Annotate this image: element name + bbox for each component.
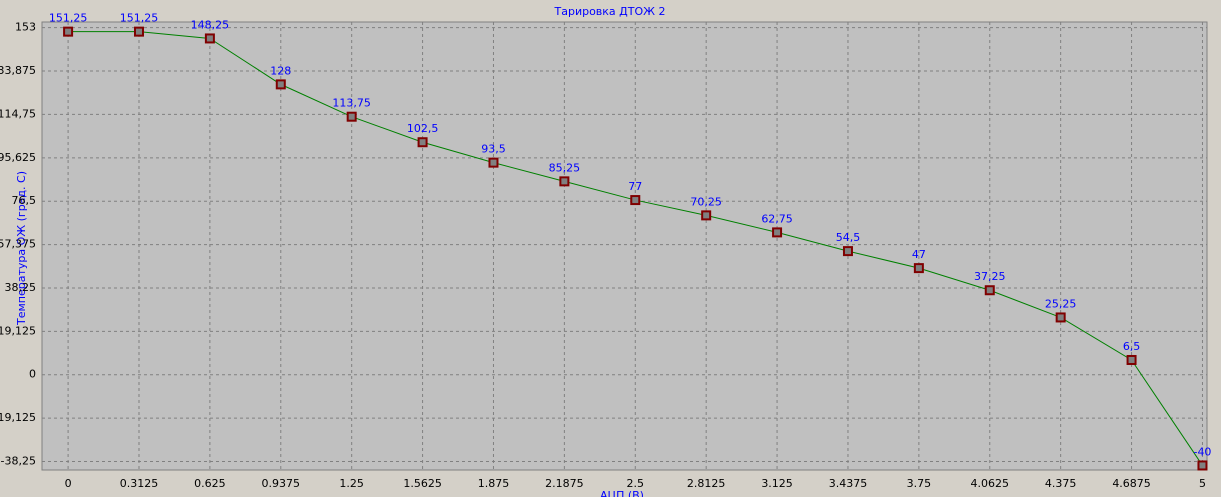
data-label: 85,25	[549, 161, 581, 174]
y-tick-label: -38,25	[1, 454, 36, 467]
data-point	[133, 26, 144, 37]
x-tick-label: 5	[1199, 477, 1206, 490]
data-point	[63, 26, 74, 37]
x-tick-label: 1.5625	[403, 477, 442, 490]
y-tick-label: 38,25	[5, 281, 37, 294]
data-label: 102,5	[407, 122, 439, 135]
data-label: 47	[912, 248, 926, 261]
x-tick-label: 0.625	[194, 477, 226, 490]
data-label: 148,25	[191, 18, 230, 31]
data-point	[488, 157, 499, 168]
data-label: 151,25	[49, 12, 88, 25]
x-tick-label: 2.8125	[687, 477, 726, 490]
x-tick-label: 3.125	[761, 477, 793, 490]
data-point	[701, 210, 712, 221]
data-label: -40	[1193, 445, 1211, 458]
y-tick-label: -19,125	[0, 411, 36, 424]
x-tick-label: 0.9375	[262, 477, 301, 490]
y-tick-label: 114,75	[0, 107, 36, 120]
y-tick-label: 133,875	[0, 64, 36, 77]
x-tick-label: 4.375	[1045, 477, 1077, 490]
x-tick-label: 2.5	[627, 477, 645, 490]
data-point	[1055, 312, 1066, 323]
data-point	[346, 111, 357, 122]
data-point	[1126, 354, 1137, 365]
plot-area	[41, 21, 1208, 471]
x-tick-label: 3.4375	[829, 477, 868, 490]
data-point	[1197, 460, 1208, 471]
chart-title: Тарировка ДТОЖ 2	[554, 5, 666, 18]
data-point	[842, 246, 853, 257]
data-label: 151,25	[120, 12, 159, 25]
y-tick-label: 0	[29, 368, 36, 381]
data-point	[630, 195, 641, 206]
data-point	[275, 79, 286, 90]
data-label: 37,25	[974, 270, 1006, 283]
x-tick-label: 3.75	[907, 477, 932, 490]
y-tick-label: 76,5	[12, 194, 37, 207]
data-label: 62,75	[761, 212, 793, 225]
y-tick-label: 95,625	[0, 151, 36, 164]
x-tick-label: 4.6875	[1112, 477, 1151, 490]
data-point	[417, 137, 428, 148]
data-label: 6,5	[1123, 340, 1141, 353]
data-label: 77	[628, 180, 642, 193]
data-label: 113,75	[332, 97, 371, 110]
data-point	[913, 263, 924, 274]
data-label: 25,25	[1045, 297, 1077, 310]
data-label: 54,5	[836, 231, 861, 244]
x-tick-label: 4.0625	[971, 477, 1010, 490]
data-label: 93,5	[481, 143, 506, 156]
x-tick-label: 1.25	[339, 477, 364, 490]
y-tick-label: 57,375	[0, 238, 36, 251]
data-point	[772, 227, 783, 238]
data-point	[984, 285, 995, 296]
data-point	[559, 176, 570, 187]
x-tick-label: 2.1875	[545, 477, 584, 490]
data-label: 70,25	[690, 195, 722, 208]
y-tick-label: 153	[15, 21, 36, 34]
x-tick-label: 0	[65, 477, 72, 490]
y-axis-label: Температура ОЖ (град. С)	[15, 171, 28, 326]
data-point	[204, 33, 215, 44]
y-tick-label: 19,125	[0, 324, 36, 337]
x-axis-label: АЦП (В)	[600, 489, 644, 497]
data-label: 128	[270, 64, 291, 77]
x-tick-label: 1.875	[478, 477, 510, 490]
x-tick-label: 0.3125	[120, 477, 159, 490]
